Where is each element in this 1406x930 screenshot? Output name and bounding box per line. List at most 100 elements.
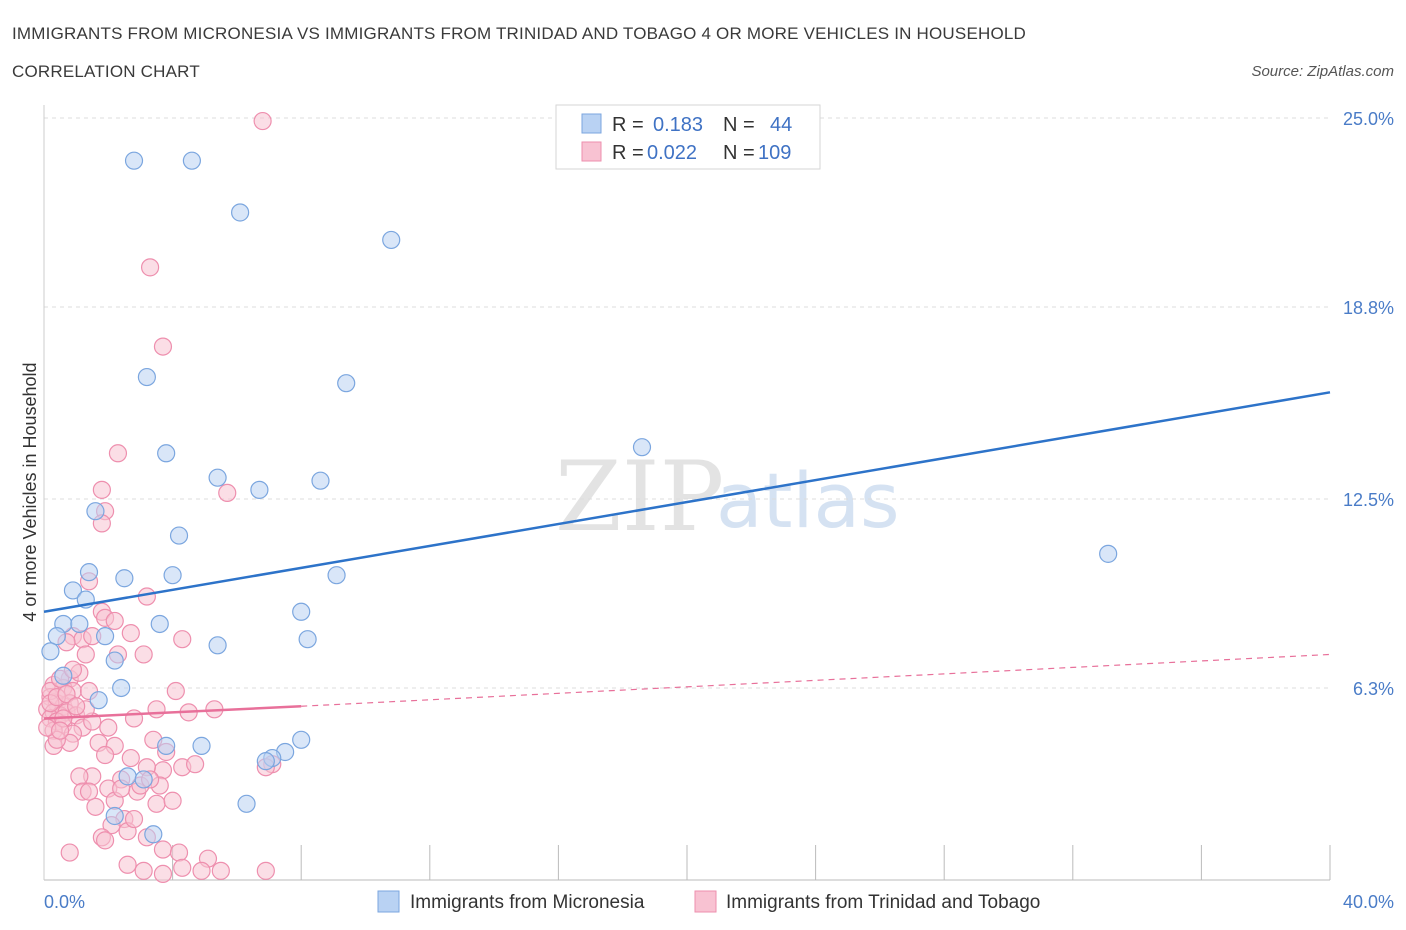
trinidad-point-1 — [140, 258, 160, 277]
micronesia-point-35 — [292, 730, 311, 749]
trinidad-point-2 — [153, 337, 173, 356]
trinidad-point-79 — [211, 861, 230, 880]
y-tick-label-1: 12.5% — [1343, 490, 1394, 510]
x-tick-label-max: 40.0% — [1343, 892, 1394, 912]
micronesia-point-40 — [134, 770, 153, 789]
micronesia-point-25 — [95, 627, 115, 646]
micronesia-point-20 — [292, 602, 311, 621]
trinidad-point-3 — [108, 444, 128, 463]
legend-r-label-micronesia: R = — [612, 114, 644, 136]
trinidad-point-45 — [147, 700, 166, 719]
watermark: ZIP atlas — [555, 441, 900, 553]
trinidad-point-4 — [92, 480, 111, 499]
trinidad-point-61 — [70, 767, 89, 786]
trinidad-point-70 — [163, 791, 182, 810]
legend-n-value-micronesia: 44 — [770, 114, 792, 136]
legend-r-value-trinidad: 0.022 — [647, 142, 697, 164]
trinidad-point-46 — [166, 681, 185, 701]
micronesia-point-18 — [63, 581, 83, 600]
trinidad-point-21 — [105, 611, 124, 631]
micronesia-points — [41, 151, 1118, 844]
micronesia-point-1 — [182, 151, 201, 170]
micronesia-point-12 — [169, 526, 189, 545]
trinidad-point-86 — [60, 843, 79, 862]
y-axis-tick-labels: 6.3% 12.5% 18.8% 25.0% — [1343, 109, 1394, 699]
trinidad-point-54 — [121, 748, 140, 768]
trinidad-point-85 — [192, 861, 211, 880]
micronesia-point-43 — [144, 825, 163, 844]
y-tick-label-0: 6.3% — [1353, 679, 1394, 699]
micronesia-point-13 — [79, 563, 99, 582]
micronesia-point-4 — [137, 367, 156, 387]
chart-title: IMMIGRANTS FROM MICRONESIA VS IMMIGRANTS… — [12, 24, 1026, 43]
legend-r-label-trinidad: R = — [612, 142, 644, 164]
bottom-legend-swatch-trinidad — [694, 890, 717, 913]
trinidad-point-84 — [153, 864, 173, 884]
bottom-legend-swatch-micronesia — [377, 890, 400, 913]
bottom-legend-label-trinidad: Immigrants from Trinidad and Tobago — [726, 892, 1040, 913]
trinidad-point-95 — [124, 709, 144, 728]
micronesia-point-0 — [124, 151, 144, 170]
watermark-zip: ZIP — [555, 441, 724, 553]
micronesia-point-2 — [231, 203, 250, 222]
micronesia-point-7 — [157, 444, 176, 463]
trinidad-point-80 — [173, 858, 192, 877]
trinidad-point-51 — [95, 745, 115, 765]
legend-n-label-micronesia: N = — [723, 114, 755, 136]
trinidad-point-16 — [121, 624, 140, 643]
micronesia-point-16 — [327, 566, 346, 585]
micronesia-point-28 — [41, 642, 60, 661]
micronesia-point-10 — [311, 471, 330, 490]
trinidad-point-20 — [76, 645, 95, 664]
trinidad-point-81 — [134, 861, 153, 880]
series-legend: Immigrants from Micronesia Immigrants fr… — [377, 890, 1040, 913]
trinidad-point-83 — [256, 861, 275, 880]
legend-swatch-trinidad — [581, 141, 602, 162]
micronesia-point-23 — [150, 614, 169, 634]
micronesia-point-33 — [157, 736, 176, 755]
micronesia-point-34 — [192, 736, 211, 755]
trinidad-point-44 — [99, 718, 118, 737]
micronesia-point-39 — [118, 767, 137, 786]
trinidad-trendline — [43, 705, 302, 720]
trinidad-point-5 — [218, 483, 237, 503]
micronesia-point-22 — [70, 614, 89, 634]
legend-swatch-micronesia — [581, 113, 602, 134]
micronesia-point-29 — [105, 651, 124, 670]
trinidad-point-77 — [169, 843, 189, 862]
y-tick-label-3: 25.0% — [1343, 109, 1394, 129]
micronesia-point-14 — [115, 569, 134, 588]
micronesia-point-32 — [89, 691, 108, 710]
x-tick-label-min: 0.0% — [44, 892, 85, 912]
micronesia-point-24 — [47, 627, 66, 646]
chart-subtitle: CORRELATION CHART — [12, 62, 200, 81]
trendlines — [43, 391, 1331, 720]
micronesia-point-27 — [208, 636, 227, 655]
micronesia-point-26 — [298, 630, 317, 649]
trinidad-point-76 — [153, 840, 173, 859]
y-axis-label: 4 or more Vehicles in Household — [20, 362, 40, 621]
x-axis-ticks — [172, 845, 1331, 880]
trinidad-point-71 — [86, 797, 105, 816]
trinidad-point-101 — [67, 697, 86, 716]
micronesia-point-3 — [382, 230, 401, 250]
trinidad-point-82 — [118, 855, 137, 874]
micronesia-point-11 — [86, 502, 105, 521]
micronesia-point-6 — [632, 438, 652, 457]
bottom-legend-label-micronesia: Immigrants from Micronesia — [410, 892, 645, 913]
trinidad-point-0 — [253, 111, 272, 131]
micronesia-point-9 — [250, 480, 269, 499]
trinidad-point-87 — [95, 831, 115, 850]
source-credit: Source: ZipAtlas.com — [1251, 63, 1394, 80]
trinidad-point-19 — [134, 645, 153, 664]
legend-r-value-micronesia: 0.183 — [653, 114, 703, 136]
y-tick-label-2: 18.8% — [1343, 298, 1394, 318]
gridlines — [44, 117, 1330, 689]
micronesia-point-30 — [54, 666, 73, 685]
micronesia-trendline — [43, 391, 1331, 614]
legend-n-label-trinidad: N = — [723, 142, 755, 164]
micronesia-point-5 — [337, 374, 356, 393]
trinidad-point-69 — [147, 794, 166, 813]
stats-legend: R = 0.183 N = 44 R = 0.022 N = 109 — [555, 104, 821, 170]
